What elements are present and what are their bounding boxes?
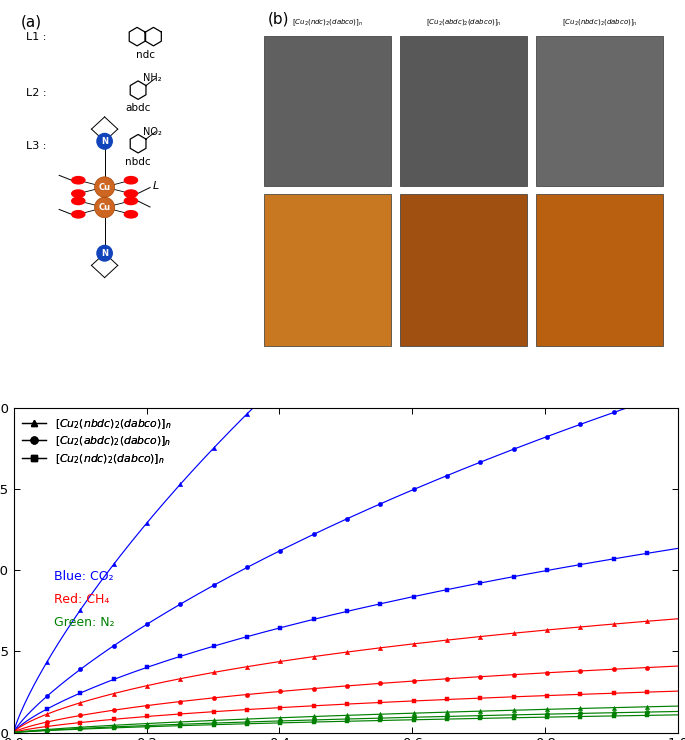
Bar	[264, 194, 391, 346]
Text: Blue: CO₂: Blue: CO₂	[53, 571, 113, 583]
Circle shape	[97, 246, 112, 261]
Text: Green: N₂: Green: N₂	[53, 616, 114, 629]
Ellipse shape	[125, 198, 138, 204]
Text: $[Cu_2(ndc)_2(dabco)]_n$: $[Cu_2(ndc)_2(dabco)]_n$	[292, 18, 363, 28]
Circle shape	[95, 177, 114, 198]
Text: nbdc: nbdc	[125, 157, 151, 167]
Text: $[Cu_2(abdc)_2(dabco)]_n$: $[Cu_2(abdc)_2(dabco)]_n$	[426, 18, 501, 28]
Ellipse shape	[125, 211, 138, 218]
Text: NH₂: NH₂	[143, 73, 162, 83]
Bar	[400, 194, 527, 346]
Text: Cu: Cu	[99, 183, 111, 192]
Circle shape	[97, 133, 112, 149]
Text: L3 :: L3 :	[25, 141, 46, 151]
Bar	[400, 36, 527, 186]
Bar	[536, 194, 664, 346]
Text: Red: CH₄: Red: CH₄	[53, 593, 109, 606]
Text: $[Cu_2(nbdc)_2(dabco)]_n$: $[Cu_2(nbdc)_2(dabco)]_n$	[562, 18, 638, 28]
Text: (a): (a)	[21, 15, 42, 30]
Bar	[536, 36, 664, 186]
Ellipse shape	[72, 177, 85, 184]
Circle shape	[95, 198, 114, 218]
Text: N: N	[101, 249, 108, 258]
Ellipse shape	[72, 198, 85, 204]
Text: L: L	[153, 181, 159, 192]
Text: Cu: Cu	[99, 203, 111, 212]
Bar	[264, 36, 391, 186]
Legend: $[Cu_2(nbdc)_2(dabco)]_n$, $[Cu_2(abdc)_2(dabco)]_n$, $[Cu_2(ndc)_2(dabco)]_n$: $[Cu_2(nbdc)_2(dabco)]_n$, $[Cu_2(abdc)_…	[19, 414, 175, 469]
Ellipse shape	[125, 177, 138, 184]
Ellipse shape	[125, 190, 138, 198]
Text: NO₂: NO₂	[143, 127, 162, 137]
Text: L1 :: L1 :	[25, 32, 46, 41]
Text: N: N	[101, 137, 108, 146]
Text: abdc: abdc	[125, 104, 151, 113]
Ellipse shape	[72, 190, 85, 198]
Text: L2 :: L2 :	[25, 87, 46, 98]
Text: (b): (b)	[268, 11, 289, 27]
Ellipse shape	[72, 211, 85, 218]
Text: ndc: ndc	[136, 50, 155, 60]
